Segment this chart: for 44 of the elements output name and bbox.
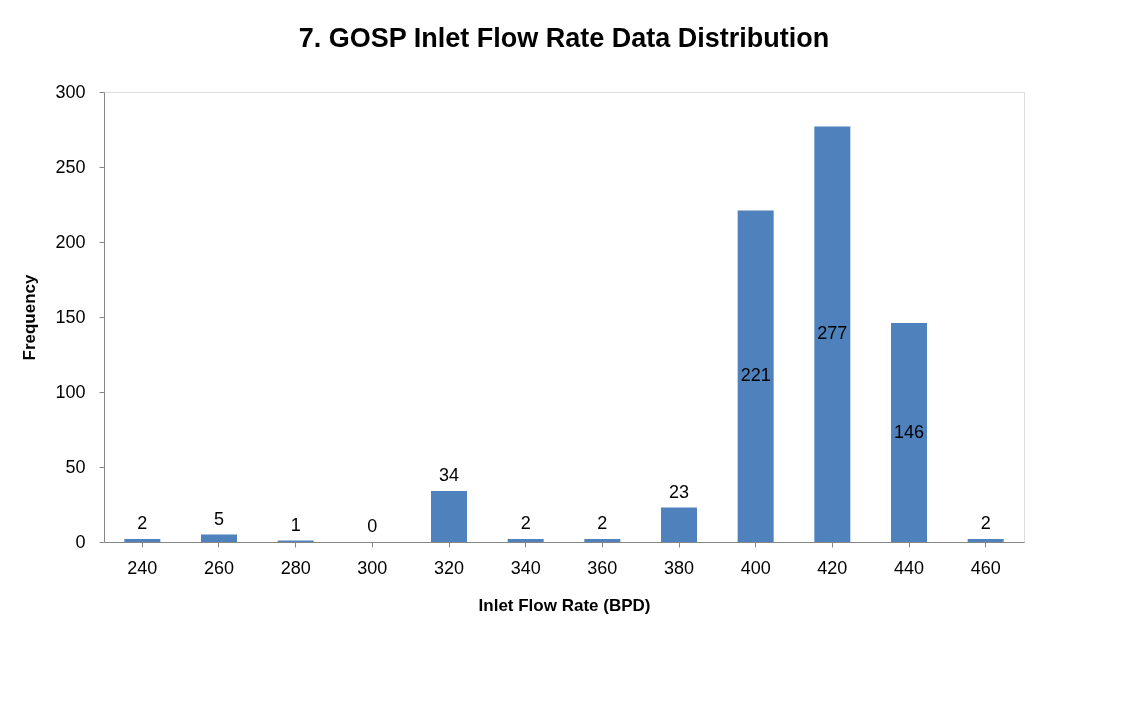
- chart-title: 7. GOSP Inlet Flow Rate Data Distribution: [298, 23, 830, 53]
- bar: [661, 507, 697, 542]
- x-tick-label: 380: [663, 557, 695, 578]
- x-tick-label: 400: [740, 557, 771, 578]
- bar: [431, 491, 467, 542]
- y-tick-label: 0: [75, 531, 86, 552]
- bar: [967, 539, 1004, 542]
- x-tick-label: 340: [510, 557, 541, 578]
- bar: [124, 539, 161, 542]
- bar: [201, 534, 237, 542]
- x-tick-label: 460: [970, 557, 1001, 578]
- x-tick-label: 360: [587, 557, 618, 578]
- y-tick-label: 200: [55, 231, 86, 252]
- x-tick-label: 320: [433, 557, 465, 578]
- data-label: 5: [213, 508, 225, 529]
- data-label: 2: [520, 513, 531, 533]
- x-tick-label: 240: [127, 557, 158, 578]
- y-tick-label: 250: [55, 156, 86, 177]
- bar: [584, 539, 621, 542]
- bar: [507, 539, 544, 542]
- data-label: 1: [290, 514, 301, 535]
- y-tick-label: 100: [55, 381, 86, 402]
- x-tick-label: 440: [893, 557, 925, 578]
- bar: [891, 323, 927, 542]
- y-tick-label: 300: [55, 81, 86, 102]
- bar: [814, 126, 851, 542]
- x-axis-title: Inlet Flow Rate (BPD): [478, 595, 651, 615]
- data-label: 2: [137, 513, 148, 533]
- data-label: 277: [817, 323, 848, 344]
- data-label: 23: [668, 481, 690, 502]
- x-tick-label: 260: [203, 557, 235, 578]
- data-label: 2: [980, 513, 991, 533]
- bar: [737, 210, 774, 542]
- data-label: 0: [367, 516, 378, 536]
- x-tick-label: 420: [817, 557, 848, 578]
- y-tick-label: 50: [65, 456, 86, 477]
- data-label: 2: [597, 513, 608, 533]
- y-axis-title: Frequency: [20, 273, 40, 361]
- data-label: 221: [740, 365, 771, 386]
- data-label: 146: [893, 421, 925, 442]
- x-tick-label: 280: [280, 557, 311, 578]
- y-tick-label: 150: [55, 306, 86, 327]
- x-tick-label: 300: [357, 557, 388, 578]
- data-label: 34: [438, 465, 460, 485]
